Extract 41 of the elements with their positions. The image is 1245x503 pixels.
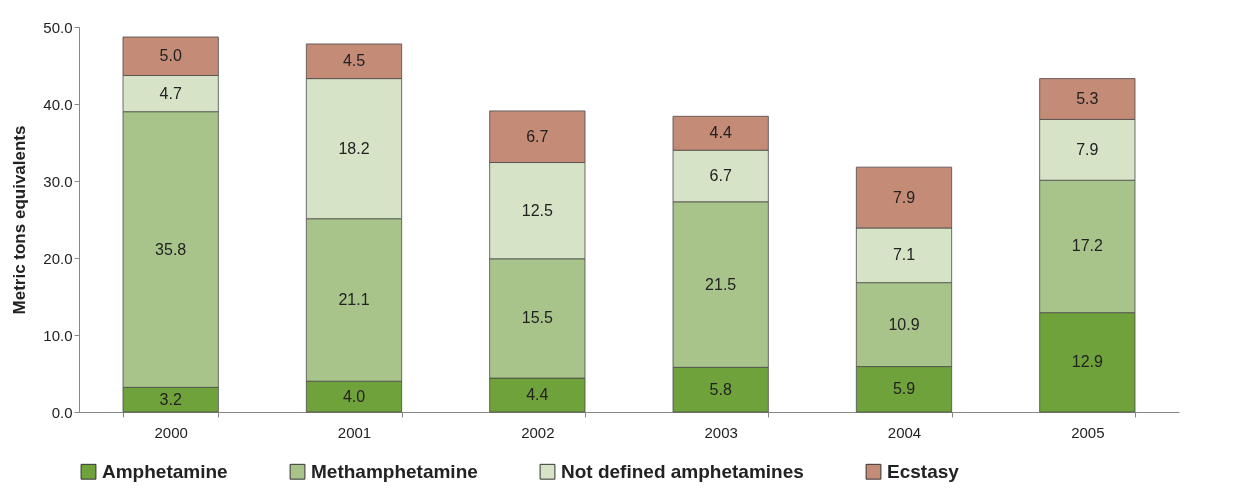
x-tick-label: 2005 xyxy=(1071,423,1105,441)
data-label: 5.3 xyxy=(1076,90,1099,107)
y-tick-label: 40.0 xyxy=(43,95,73,113)
legend-label: Not defined amphetamines xyxy=(561,460,804,482)
y-tick-label: 30.0 xyxy=(43,172,73,190)
data-label: 12.5 xyxy=(521,201,554,219)
data-label: 5.9 xyxy=(892,380,916,398)
data-label: 10.9 xyxy=(888,315,920,333)
data-label: 4.0 xyxy=(342,387,366,405)
y-tick-label: 0.0 xyxy=(51,403,73,421)
legend-label: Methamphetamine xyxy=(311,460,478,482)
data-label: 7.9 xyxy=(892,188,916,206)
x-tick-label: 2004 xyxy=(887,423,922,441)
x-tick-label: 2000 xyxy=(154,423,188,441)
data-label: 35.8 xyxy=(155,240,187,258)
data-label: 5.8 xyxy=(709,380,732,398)
data-label: 7.1 xyxy=(892,246,916,264)
data-label: 12.9 xyxy=(1071,353,1104,371)
data-label: 7.9 xyxy=(1076,140,1099,158)
legend-label: Ecstasy xyxy=(887,460,960,482)
data-label: 21.1 xyxy=(338,290,370,308)
data-label: 4.7 xyxy=(159,84,182,102)
x-tick-label: 2001 xyxy=(337,423,372,441)
data-label: 18.2 xyxy=(338,139,370,157)
data-label: 17.2 xyxy=(1071,237,1104,255)
x-tick-label: 2002 xyxy=(521,423,555,441)
legend-label: Amphetamine xyxy=(102,460,228,482)
y-axis-title: Metric tons equivalents xyxy=(10,125,30,315)
data-label: 6.7 xyxy=(526,127,549,145)
data-label: 6.7 xyxy=(709,166,732,184)
data-label: 3.2 xyxy=(159,390,182,408)
x-tick-label: 2003 xyxy=(704,423,738,441)
y-tick-label: 10.0 xyxy=(43,326,73,344)
data-label: 4.4 xyxy=(526,386,549,404)
data-label: 4.4 xyxy=(709,124,732,142)
y-tick-label: 20.0 xyxy=(43,249,73,267)
data-label: 21.5 xyxy=(705,275,737,293)
data-label: 15.5 xyxy=(521,309,554,327)
y-tick-label: 50.0 xyxy=(43,18,73,36)
data-label: 5.0 xyxy=(159,47,182,65)
data-label: 4.5 xyxy=(342,52,366,70)
